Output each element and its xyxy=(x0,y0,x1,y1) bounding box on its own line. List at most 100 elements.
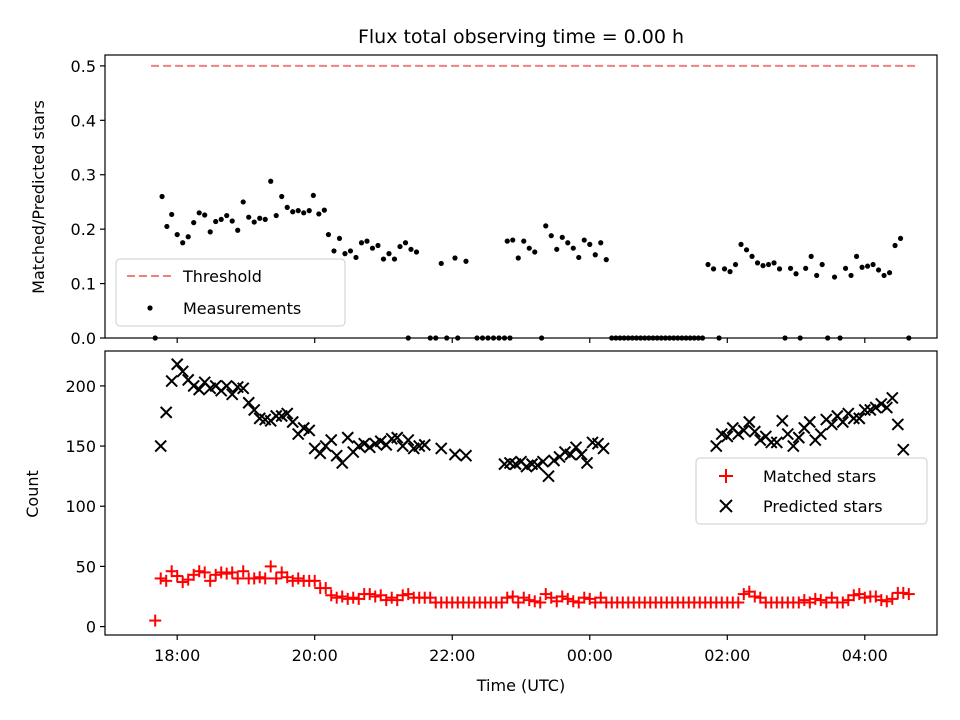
matched-star-point xyxy=(737,588,750,601)
top-y-tick-label: 0.3 xyxy=(71,166,96,185)
predicted-star-point xyxy=(418,438,431,452)
predicted-star-point xyxy=(391,431,404,444)
bottom-axes-frame xyxy=(104,350,938,636)
matched-star-point xyxy=(226,566,239,579)
predicted-star-point xyxy=(743,415,756,429)
predicted-star-point xyxy=(402,433,415,447)
measurement-point xyxy=(213,218,219,225)
predicted-star-point xyxy=(754,433,767,447)
predicted-star-point xyxy=(737,424,750,437)
predicted-star-point xyxy=(363,441,376,454)
predicted-star-point xyxy=(710,439,723,453)
matched-star-point xyxy=(264,560,277,573)
predicted-star-point xyxy=(303,424,316,437)
matched-star-point xyxy=(567,595,580,608)
predicted-star-point xyxy=(897,443,910,456)
top-y-tick-label: 0.0 xyxy=(71,329,96,348)
matched-star-point xyxy=(809,592,822,605)
matched-star-point xyxy=(880,595,893,608)
top-panel: 0.0 0.1 0.2 0.3 0.4 0.5 Matched/Predicted sta… xyxy=(29,54,938,348)
matched-star-point xyxy=(253,571,266,584)
measurement-point xyxy=(279,193,285,200)
measurement-point xyxy=(771,260,777,266)
x-tick-label: 22:00 xyxy=(429,646,475,665)
measurement-point xyxy=(463,258,469,264)
measurement-point xyxy=(229,218,235,224)
predicted-star-point xyxy=(814,427,828,441)
top-plot-area xyxy=(151,64,917,341)
matched-star-point xyxy=(385,591,398,604)
matched-star-point xyxy=(220,567,233,580)
predicted-star-point xyxy=(825,418,839,431)
measurement-point xyxy=(240,199,246,205)
matched-star-point xyxy=(798,594,811,607)
predicted-star-point xyxy=(314,447,327,460)
matched-star-point xyxy=(847,589,860,602)
measurement-point xyxy=(218,216,224,222)
measurement-point xyxy=(803,265,809,271)
measurement-point xyxy=(831,274,838,280)
measurement-point xyxy=(251,219,257,225)
measurement-point xyxy=(892,242,898,249)
measurement-point xyxy=(732,261,739,268)
matched-star-point xyxy=(534,596,547,609)
top-y-tick-label: 0.2 xyxy=(71,220,96,239)
measurement-point xyxy=(738,241,744,247)
bottom-x-axis: 18:00 20:00 22:00 00:00 02:00 04:00 xyxy=(154,635,888,665)
matched-star-point xyxy=(325,589,338,602)
measurement-point xyxy=(380,256,387,262)
measurement-point xyxy=(765,261,772,268)
predicted-star-point xyxy=(374,435,387,448)
measurement-point xyxy=(559,234,565,240)
matched-star-point xyxy=(369,590,382,603)
top-axes-frame xyxy=(104,54,938,339)
matched-star-point xyxy=(347,591,360,604)
measurement-point xyxy=(721,266,728,272)
predicted-star-point xyxy=(531,459,544,472)
matched-star-point xyxy=(193,565,206,578)
predicted-star-point xyxy=(803,415,817,429)
matched-star-point xyxy=(886,592,899,605)
bottom-y-tick-label: 150 xyxy=(65,437,96,456)
measurement-point xyxy=(369,245,376,251)
x-axis-label: Time (UTC) xyxy=(476,676,565,695)
matched-star-point xyxy=(259,572,272,585)
bottom-legend: Matched stars Predicted stars xyxy=(695,457,928,525)
legend-measurements-label: Measurements xyxy=(183,299,301,318)
matched-star-point xyxy=(517,591,530,604)
matched-star-point xyxy=(209,568,222,581)
bottom-y-tick-label: 100 xyxy=(65,497,96,516)
measurement-point xyxy=(808,253,814,259)
matched-star-point xyxy=(506,590,519,603)
predicted-star-point xyxy=(542,469,555,483)
predicted-star-point xyxy=(886,391,899,405)
legend-predicted-label: Predicted stars xyxy=(763,497,883,516)
matched-star-point xyxy=(792,596,805,609)
predicted-star-point xyxy=(792,431,805,444)
measurement-point xyxy=(776,266,783,272)
predicted-star-point xyxy=(858,403,872,417)
predicted-star-point xyxy=(891,418,905,431)
measurement-point xyxy=(364,238,370,244)
measurement-point xyxy=(185,234,191,240)
matched-star-point xyxy=(578,591,591,604)
predicted-star-point xyxy=(170,358,184,371)
measurement-point xyxy=(207,229,213,235)
predicted-star-point xyxy=(165,374,178,388)
x-tick-label: 04:00 xyxy=(842,646,888,665)
measurement-point xyxy=(727,269,733,275)
matched-star-point xyxy=(875,594,888,607)
bottom-panel: 0 50 100 150 200 18:00 20:00 22:00 00:00 02:00 04… xyxy=(23,350,938,695)
matched-star-point xyxy=(204,574,217,587)
measurement-point xyxy=(581,237,587,243)
matched-star-point xyxy=(897,586,910,599)
measurement-point xyxy=(510,237,516,243)
predicted-star-point xyxy=(880,401,894,414)
measurement-point xyxy=(246,214,252,220)
measurement-point xyxy=(793,271,799,277)
predicted-star-point xyxy=(248,403,261,417)
predicted-star-point xyxy=(748,425,761,438)
matched-star-point xyxy=(814,594,827,607)
measurement-point xyxy=(174,231,180,238)
